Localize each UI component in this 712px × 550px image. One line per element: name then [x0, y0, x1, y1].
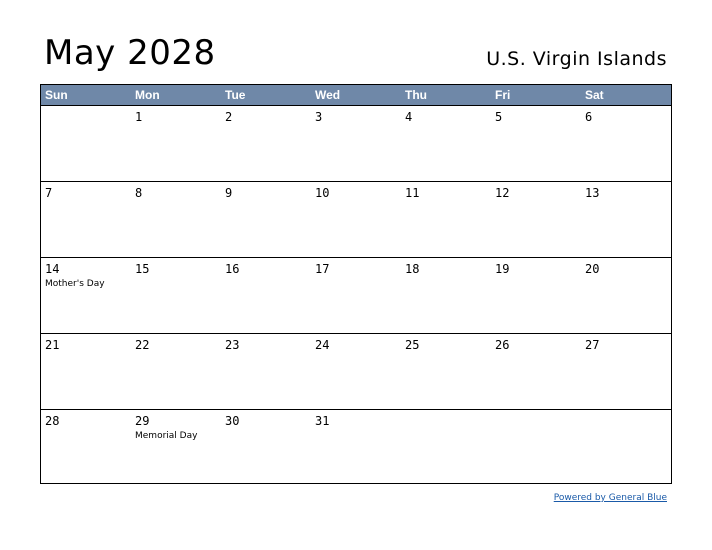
- holiday-label: Mother's Day: [45, 279, 105, 289]
- day-cell: 11: [401, 182, 491, 257]
- weekday-header: Sun Mon Tue Wed Thu Fri Sat: [41, 85, 671, 106]
- day-number: 19: [495, 262, 510, 276]
- weekday-mon: Mon: [135, 88, 160, 102]
- holiday-label: Memorial Day: [135, 431, 198, 441]
- day-number: 11: [405, 186, 420, 200]
- day-number: 7: [45, 186, 53, 200]
- weekday-sun: Sun: [45, 88, 68, 102]
- day-cell: 25: [401, 334, 491, 409]
- day-cell: 20: [581, 258, 671, 333]
- day-cell: 29 Memorial Day: [131, 410, 221, 486]
- day-cell: 22: [131, 334, 221, 409]
- day-number: 25: [405, 338, 420, 352]
- day-number: 6: [585, 110, 593, 124]
- day-cell: 23: [221, 334, 311, 409]
- day-number: 22: [135, 338, 150, 352]
- week-row: 7 8 9 10 11 12 13: [41, 182, 671, 258]
- day-cell: [491, 410, 581, 486]
- day-cell: 18: [401, 258, 491, 333]
- day-number: 3: [315, 110, 323, 124]
- powered-by-link[interactable]: Powered by General Blue: [553, 493, 667, 503]
- region-name: U.S. Virgin Islands: [486, 48, 667, 70]
- day-cell: 13: [581, 182, 671, 257]
- day-number: 20: [585, 262, 600, 276]
- day-number: 8: [135, 186, 143, 200]
- day-cell: [401, 410, 491, 486]
- day-cell: 12: [491, 182, 581, 257]
- calendar-title: May 2028: [44, 33, 216, 73]
- day-cell: 24: [311, 334, 401, 409]
- day-number: 1: [135, 110, 143, 124]
- day-number: 16: [225, 262, 240, 276]
- day-number: 5: [495, 110, 503, 124]
- day-cell: 27: [581, 334, 671, 409]
- day-number: 4: [405, 110, 413, 124]
- day-cell: 16: [221, 258, 311, 333]
- day-number: 27: [585, 338, 600, 352]
- day-cell: 9: [221, 182, 311, 257]
- day-number: 9: [225, 186, 233, 200]
- day-cell: 21: [41, 334, 131, 409]
- day-cell: 14 Mother's Day: [41, 258, 131, 333]
- weeks-container: 1 2 3 4 5 6 7 8 9 10 11 12 13 14 Mother's Day 15 16 17 18 1…: [41, 106, 671, 486]
- day-cell: 17: [311, 258, 401, 333]
- day-number: 17: [315, 262, 330, 276]
- day-cell: 10: [311, 182, 401, 257]
- day-number: 24: [315, 338, 330, 352]
- day-cell: [41, 106, 131, 181]
- day-cell: 28: [41, 410, 131, 486]
- day-cell: 4: [401, 106, 491, 181]
- day-number: 31: [315, 414, 330, 428]
- day-number: 14: [45, 262, 60, 276]
- day-number: 10: [315, 186, 330, 200]
- day-cell: 19: [491, 258, 581, 333]
- weekday-sat: Sat: [585, 88, 604, 102]
- day-number: 15: [135, 262, 150, 276]
- day-number: 23: [225, 338, 240, 352]
- week-row: 14 Mother's Day 15 16 17 18 19 20: [41, 258, 671, 334]
- weekday-thu: Thu: [405, 88, 427, 102]
- day-cell: 8: [131, 182, 221, 257]
- weekday-tue: Tue: [225, 88, 246, 102]
- day-number: 2: [225, 110, 233, 124]
- day-number: 29: [135, 414, 150, 428]
- day-number: 26: [495, 338, 510, 352]
- weekday-wed: Wed: [315, 88, 341, 102]
- day-cell: 7: [41, 182, 131, 257]
- day-cell: 30: [221, 410, 311, 486]
- day-cell: 26: [491, 334, 581, 409]
- calendar-grid: Sun Mon Tue Wed Thu Fri Sat 1 2 3 4 5 6 7 8 9 10 1…: [40, 84, 672, 484]
- day-number: 18: [405, 262, 420, 276]
- week-row: 21 22 23 24 25 26 27: [41, 334, 671, 410]
- day-number: 21: [45, 338, 60, 352]
- day-number: 28: [45, 414, 60, 428]
- day-cell: 2: [221, 106, 311, 181]
- week-row: 28 29 Memorial Day 30 31: [41, 410, 671, 486]
- day-cell: 31: [311, 410, 401, 486]
- day-cell: 6: [581, 106, 671, 181]
- day-number: 12: [495, 186, 510, 200]
- day-number: 30: [225, 414, 240, 428]
- day-cell: 1: [131, 106, 221, 181]
- day-number: 13: [585, 186, 600, 200]
- day-cell: 3: [311, 106, 401, 181]
- weekday-fri: Fri: [495, 88, 511, 102]
- day-cell: 15: [131, 258, 221, 333]
- day-cell: 5: [491, 106, 581, 181]
- week-row: 1 2 3 4 5 6: [41, 106, 671, 182]
- day-cell: [581, 410, 671, 486]
